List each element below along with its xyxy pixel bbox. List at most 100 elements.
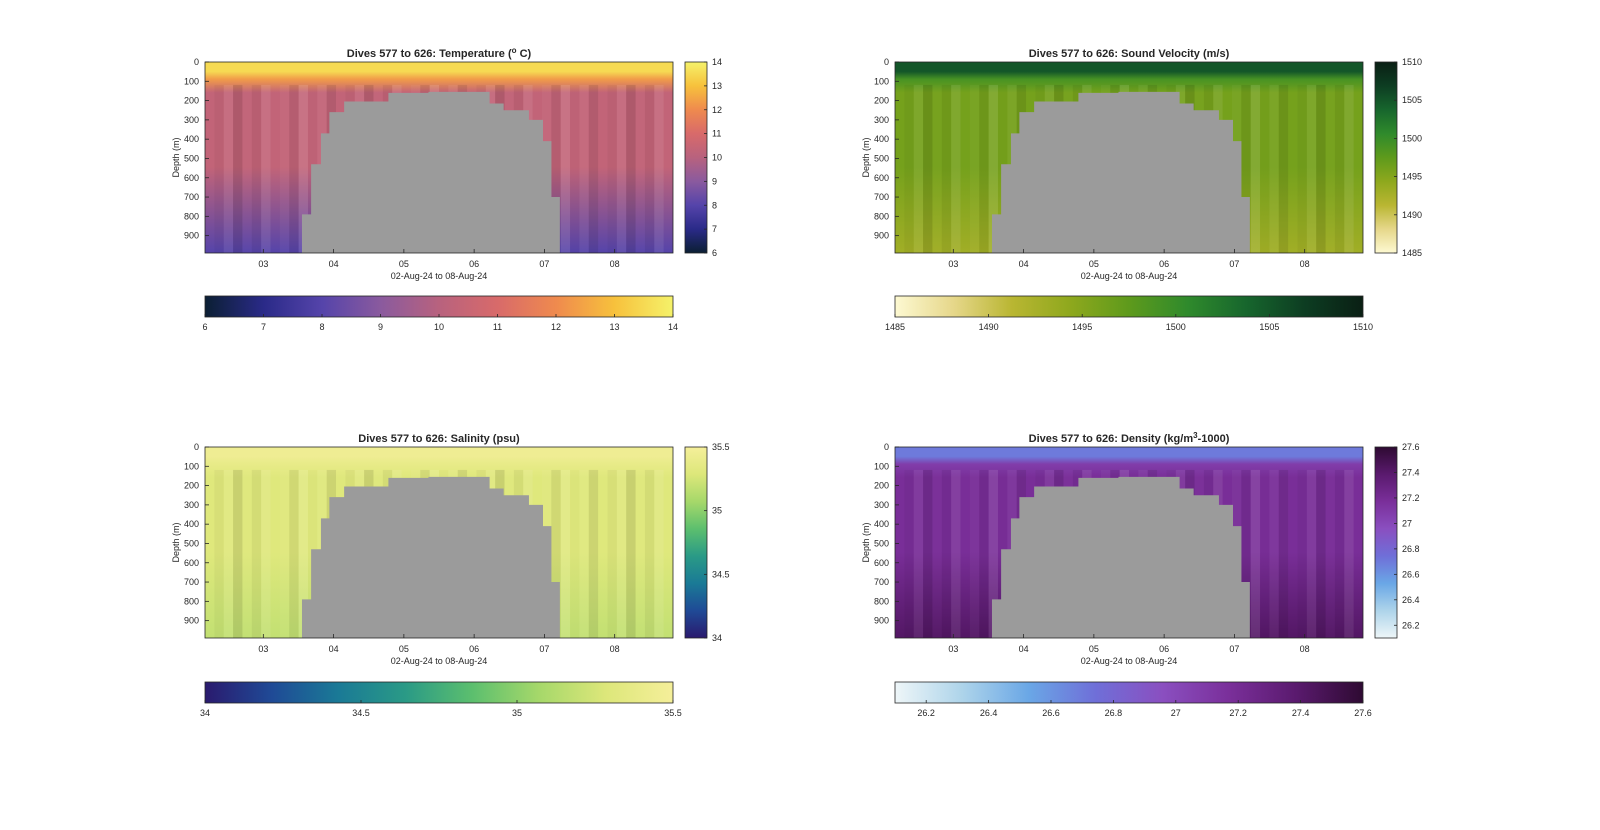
panel-title: Dives 577 to 626: Temperature (o C) <box>347 46 532 61</box>
colorbar-bottom-label: 13 <box>609 322 619 332</box>
panel-title-text: Dives 577 to 626: Salinity (psu) <box>358 433 520 445</box>
dive-stripe <box>1354 470 1363 638</box>
dive-stripe <box>654 469 664 638</box>
dive-stripe <box>1269 469 1279 638</box>
colorbar-bottom-label: 26.6 <box>1042 708 1060 718</box>
dive-stripe <box>923 469 933 638</box>
dive-stripe <box>1250 469 1261 638</box>
x-tick-label: 06 <box>469 644 479 654</box>
dive-stripe <box>932 470 941 638</box>
dive-stripe <box>1306 84 1317 253</box>
dive-stripe <box>904 470 913 638</box>
dive-stripe <box>654 84 664 253</box>
colorbar-right-label: 6 <box>712 248 717 258</box>
colorbar-right-label: 1495 <box>1402 172 1422 182</box>
colorbar-bottom-label: 27 <box>1171 708 1181 718</box>
x-tick-label: 04 <box>1019 644 1029 654</box>
x-tick-label: 04 <box>329 644 339 654</box>
dive-stripe <box>951 469 961 638</box>
y-tick-label: 500 <box>874 153 889 163</box>
colorbar-bottom-label: 1500 <box>1166 322 1186 332</box>
colorbar-bottom-label: 12 <box>551 322 561 332</box>
y-tick-label: 100 <box>184 76 199 86</box>
dive-stripe <box>598 85 607 253</box>
dive-stripe <box>298 84 308 253</box>
panel-title-end: C) <box>517 48 532 60</box>
colorbar-bottom-label: 34 <box>200 708 210 718</box>
colorbar-right-label: 1490 <box>1402 210 1422 220</box>
y-tick-label: 800 <box>184 211 199 221</box>
dive-stripe <box>1241 469 1251 638</box>
dive-stripe <box>644 84 655 253</box>
y-axis-label: Depth (m) <box>171 137 181 177</box>
dive-stripe <box>626 84 636 253</box>
x-tick-label: 03 <box>258 259 268 269</box>
y-tick-label: 700 <box>874 577 889 587</box>
x-tick-label: 04 <box>329 259 339 269</box>
colorbar-right <box>1374 61 1398 254</box>
y-tick-label: 700 <box>874 192 889 202</box>
colorbar-right-label: 1510 <box>1402 57 1422 67</box>
colorbar-bottom-label: 27.6 <box>1354 708 1372 718</box>
y-tick-label: 900 <box>874 231 889 241</box>
dive-stripe <box>579 469 589 638</box>
colorbar-right-label: 26.4 <box>1402 595 1420 605</box>
no-data-region <box>301 91 560 253</box>
dive-stripe <box>961 85 970 253</box>
y-tick-label: 600 <box>874 173 889 183</box>
dive-stripe <box>261 469 271 638</box>
colorbar-bottom-label: 34.5 <box>352 708 370 718</box>
colorbar-right-label: 27.6 <box>1402 442 1420 452</box>
x-tick-label: 06 <box>469 259 479 269</box>
dive-stripe <box>1326 85 1335 253</box>
y-tick-label: 600 <box>184 558 199 568</box>
colorbar-right-label: 26.2 <box>1402 620 1420 630</box>
x-tick-label: 07 <box>1229 644 1239 654</box>
dive-stripe <box>1278 469 1289 638</box>
colorbar-bottom-label: 27.2 <box>1229 708 1247 718</box>
dive-stripe <box>979 469 989 638</box>
y-axis-label: Depth (m) <box>171 522 181 562</box>
y-tick-label: 300 <box>874 500 889 510</box>
dive-stripe <box>923 84 933 253</box>
colorbar-right-label: 8 <box>712 200 717 210</box>
y-tick-label: 100 <box>184 461 199 471</box>
y-tick-label: 200 <box>184 481 199 491</box>
y-tick-label: 800 <box>184 596 199 606</box>
dive-stripe <box>607 85 616 253</box>
colorbar-bottom-label: 11 <box>493 322 502 332</box>
colorbar-right-label: 34.5 <box>712 569 730 579</box>
colorbar-right-label: 27.4 <box>1402 467 1420 477</box>
y-tick-label: 600 <box>874 558 889 568</box>
dive-stripe <box>205 85 214 253</box>
colorbar-right-label: 35.5 <box>712 442 730 452</box>
x-axis-label: 02-Aug-24 to 08-Aug-24 <box>1081 271 1178 281</box>
y-tick-label: 800 <box>874 211 889 221</box>
dive-stripe <box>261 84 271 253</box>
panel-3: Dives 577 to 626: Density (kg/m3-1000) 0 1… <box>861 431 1420 719</box>
dive-stripe <box>1241 84 1251 253</box>
x-tick-label: 07 <box>539 259 549 269</box>
dive-stripe <box>1260 85 1269 253</box>
dive-stripe <box>1316 84 1326 253</box>
panel-title-text: Dives 577 to 626: Temperature ( <box>347 48 512 60</box>
dive-stripe <box>636 85 645 253</box>
dive-stripe <box>289 84 299 253</box>
dive-stripe <box>233 469 243 638</box>
y-tick-label: 200 <box>874 481 889 491</box>
x-tick-label: 03 <box>948 259 958 269</box>
colorbar-right-label: 1500 <box>1402 133 1422 143</box>
dive-stripe <box>904 85 913 253</box>
dive-stripe <box>251 469 262 638</box>
dive-stripe <box>579 84 589 253</box>
dive-stripe <box>1269 84 1279 253</box>
dive-stripe <box>636 470 645 638</box>
y-tick-label: 400 <box>874 519 889 529</box>
y-tick-label: 900 <box>184 616 199 626</box>
y-tick-label: 500 <box>184 153 199 163</box>
colorbar-right-label: 27 <box>1402 518 1412 528</box>
x-tick-label: 08 <box>1300 644 1310 654</box>
dive-stripe <box>1297 470 1306 638</box>
plot-frame <box>204 446 674 639</box>
dive-stripe <box>970 470 979 638</box>
